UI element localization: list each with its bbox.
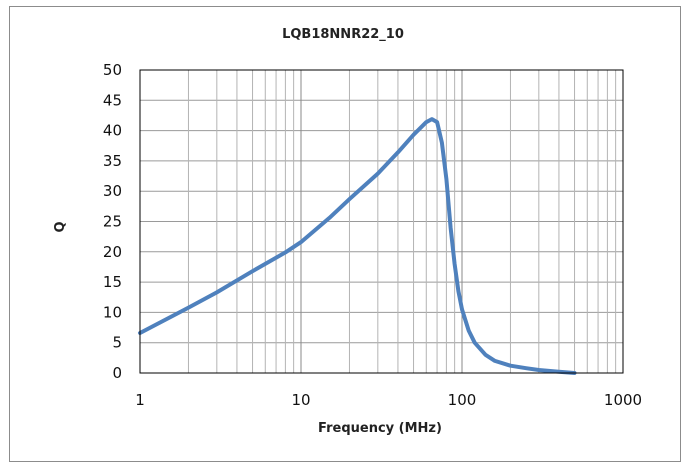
y-tick-label: 10 bbox=[103, 303, 122, 321]
series-line-q bbox=[138, 117, 577, 375]
chart-title: LQB18NNR22_10 bbox=[282, 27, 404, 42]
chart-frame: LQB18NNR22_10 0 5 10 15 20 25 30 35 40 45 50 1 10 100… bbox=[9, 6, 681, 462]
grid-lines bbox=[140, 70, 623, 373]
y-tick-label: 30 bbox=[103, 182, 122, 200]
tick-labels: 0 5 10 15 20 25 30 35 40 45 50 1 10 100 1000 bbox=[103, 61, 642, 409]
x-axis-label: Frequency (MHz) bbox=[318, 421, 442, 436]
y-tick-label: 20 bbox=[103, 243, 122, 261]
y-tick-label: 50 bbox=[103, 61, 122, 79]
x-tick-label: 10 bbox=[291, 391, 310, 409]
y-tick-label: 0 bbox=[112, 364, 122, 382]
y-axis-label: Q bbox=[53, 221, 68, 232]
y-tick-label: 25 bbox=[103, 213, 122, 231]
x-tick-label: 100 bbox=[448, 391, 477, 409]
y-tick-label: 40 bbox=[103, 122, 122, 140]
plot-area-border bbox=[139, 69, 624, 374]
series-layer bbox=[138, 117, 577, 375]
q-vs-frequency-chart: LQB18NNR22_10 0 5 10 15 20 25 30 35 40 45 50 1 10 100… bbox=[53, 27, 642, 436]
y-tick-label: 5 bbox=[112, 334, 122, 352]
y-tick-label: 15 bbox=[103, 273, 122, 291]
x-tick-label: 1000 bbox=[604, 391, 642, 409]
x-tick-label: 1 bbox=[135, 391, 145, 409]
y-tick-label: 35 bbox=[103, 152, 122, 170]
y-tick-label: 45 bbox=[103, 91, 122, 109]
